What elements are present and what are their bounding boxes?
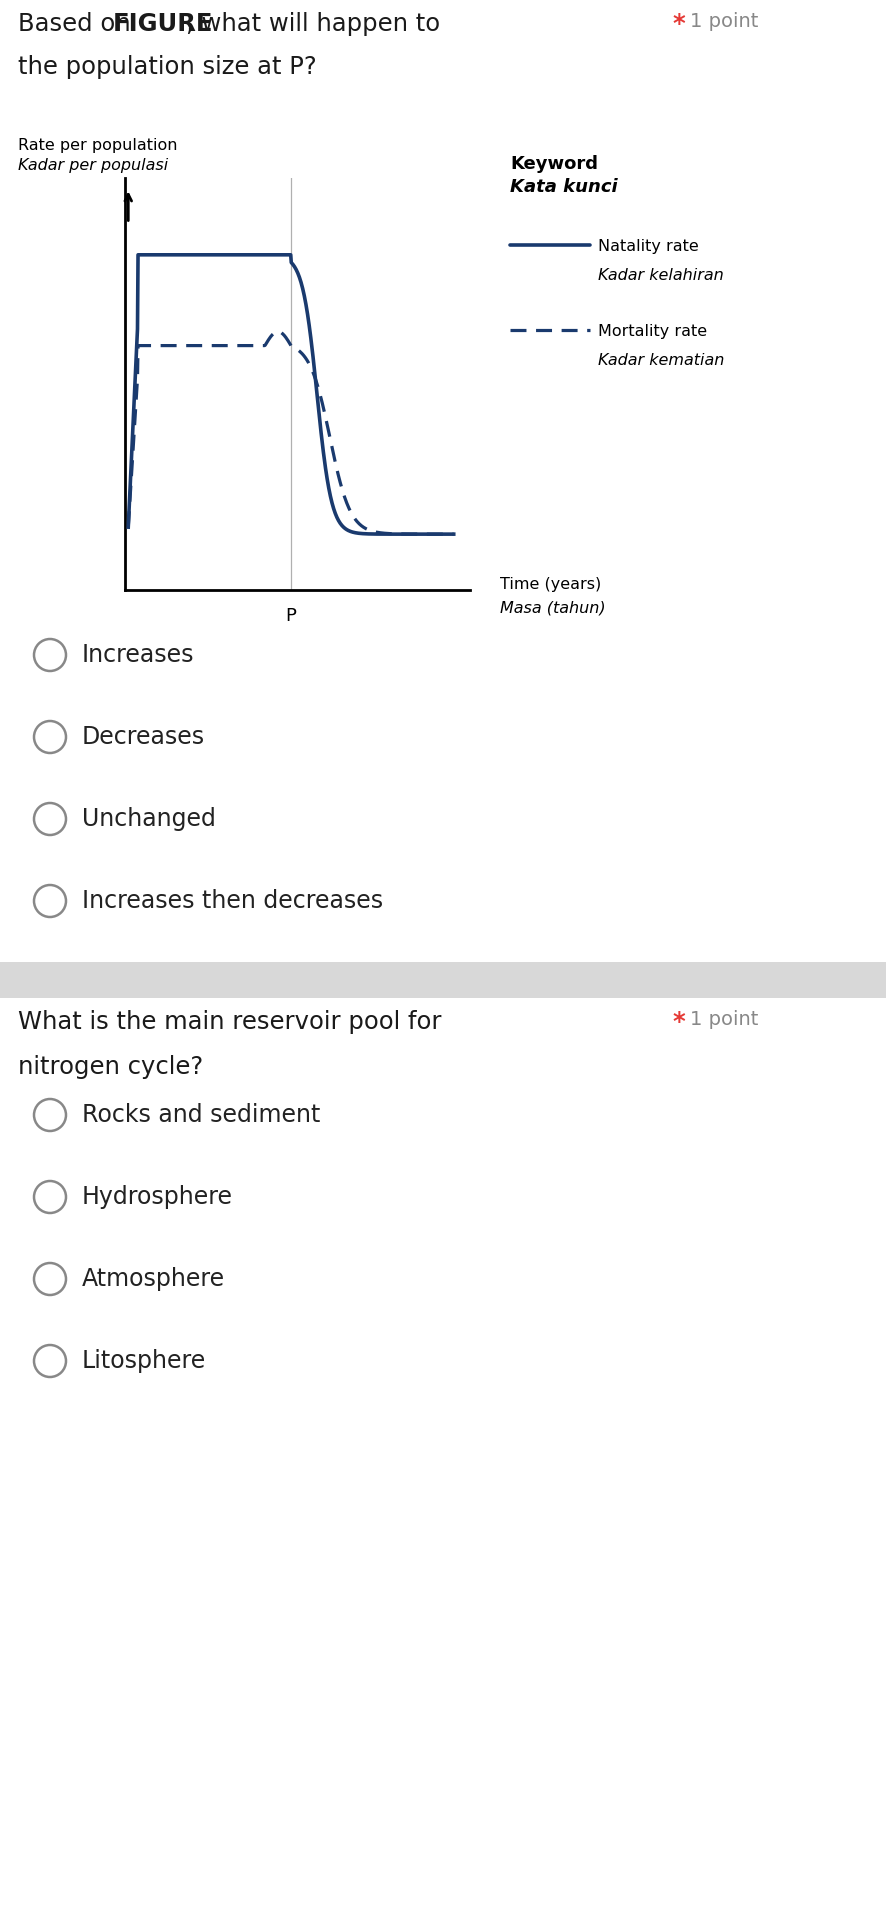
Text: Decreases: Decreases: [82, 724, 206, 749]
Text: Rate per population: Rate per population: [18, 139, 177, 152]
Text: Keyword: Keyword: [510, 154, 598, 173]
Text: Rocks and sediment: Rocks and sediment: [82, 1104, 321, 1127]
Text: Kata kunci: Kata kunci: [510, 177, 618, 196]
Text: Masa (tahun): Masa (tahun): [500, 601, 606, 614]
Text: Based on: Based on: [18, 12, 138, 37]
Text: What is the main reservoir pool for: What is the main reservoir pool for: [18, 1009, 441, 1034]
Text: Natality rate: Natality rate: [598, 239, 699, 254]
Text: 1 point: 1 point: [690, 12, 758, 31]
Text: *: *: [672, 12, 685, 37]
Text: Atmosphere: Atmosphere: [82, 1267, 225, 1290]
Text: Hydrosphere: Hydrosphere: [82, 1184, 233, 1210]
Bar: [0, 961, 886, 998]
Text: Kadar kematian: Kadar kematian: [598, 352, 725, 368]
Text: P: P: [285, 607, 297, 626]
Text: nitrogen cycle?: nitrogen cycle?: [18, 1055, 203, 1079]
Text: , what will happen to: , what will happen to: [186, 12, 440, 37]
Text: Kadar kelahiran: Kadar kelahiran: [598, 268, 724, 283]
Text: Mortality rate: Mortality rate: [598, 324, 707, 339]
Text: Increases then decreases: Increases then decreases: [82, 890, 383, 913]
Text: Unchanged: Unchanged: [82, 807, 216, 830]
Text: FIGURE: FIGURE: [113, 12, 214, 37]
Text: Kadar per populasi: Kadar per populasi: [18, 158, 168, 173]
Text: Increases: Increases: [82, 643, 195, 666]
Text: Time (years): Time (years): [500, 578, 602, 591]
Text: Litosphere: Litosphere: [82, 1348, 206, 1373]
Text: *: *: [672, 1009, 685, 1034]
Text: the population size at P?: the population size at P?: [18, 56, 317, 79]
Text: 1 point: 1 point: [690, 1009, 758, 1028]
